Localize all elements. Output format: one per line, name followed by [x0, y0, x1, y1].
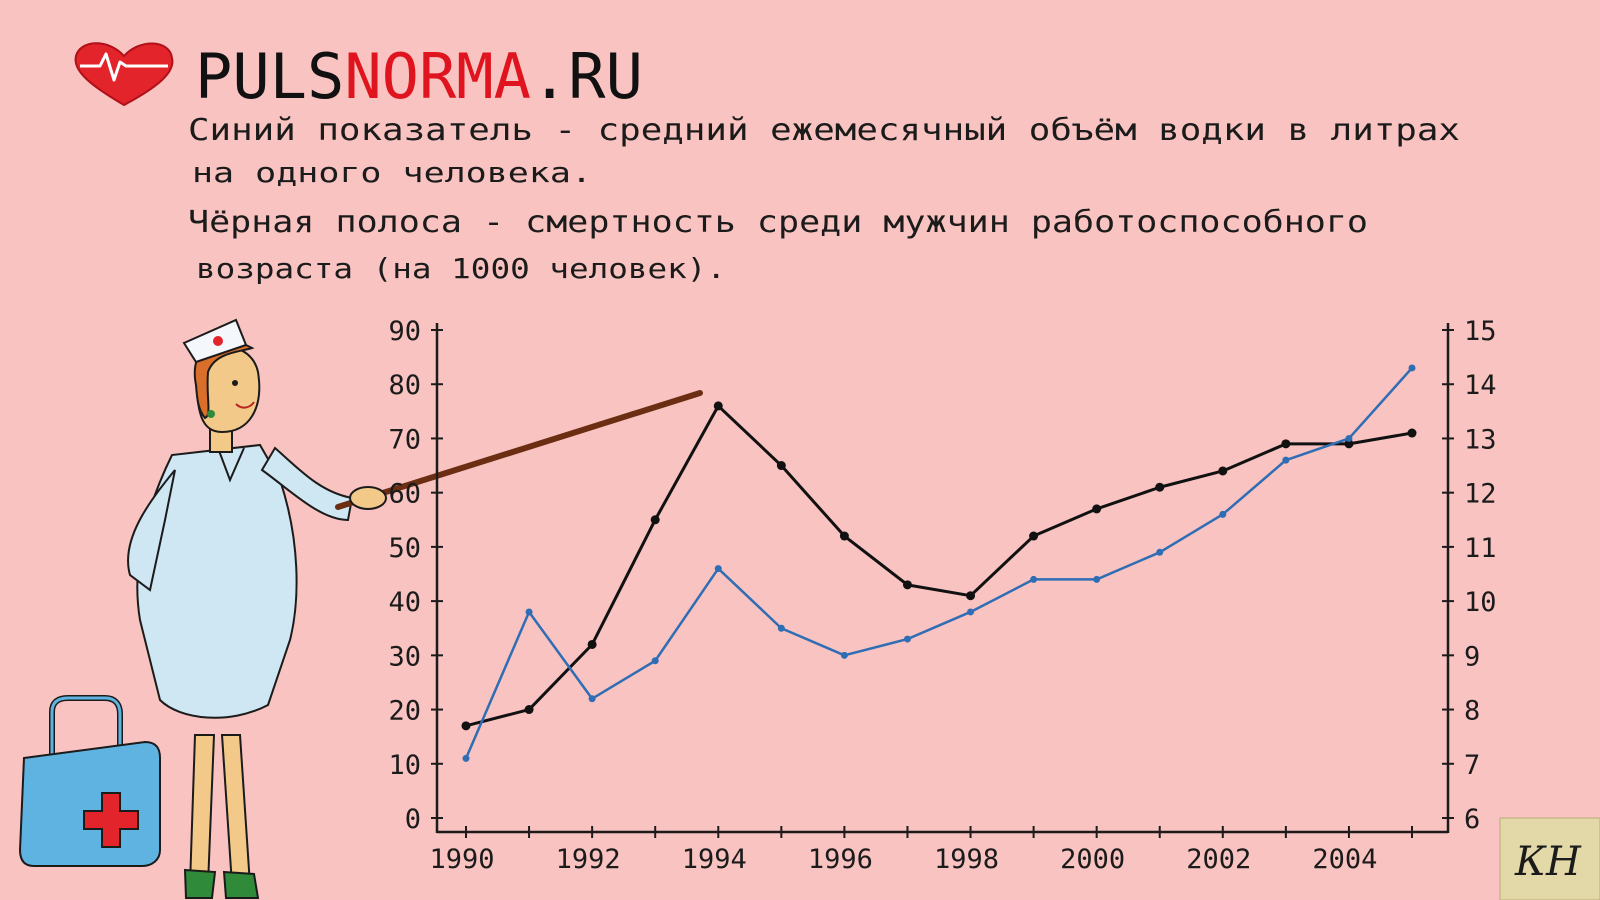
heart-icon [74, 42, 174, 107]
caption-line-2: на одного человека. [192, 156, 592, 189]
series-0-point [1344, 439, 1354, 449]
series-1-point [840, 651, 848, 659]
left-tick-label: 0 [405, 804, 421, 835]
x-tick-label: 1996 [808, 844, 873, 875]
left-tick-label: 10 [388, 750, 421, 781]
left-tick-label: 70 [388, 424, 421, 455]
chart: 0 10 20 30 40 50 60 70 80 90 6 7 8 9 10 11 12 13 14 15 199… [388, 316, 1496, 875]
series-1-point [462, 754, 470, 762]
series-0-point [524, 705, 534, 715]
series-0-point [587, 639, 597, 649]
series-1-point [967, 608, 975, 616]
left-tick-label: 60 [388, 479, 421, 510]
series-0-point [1218, 466, 1228, 476]
series-1-point [1408, 364, 1416, 372]
right-tick-label: 11 [1464, 533, 1497, 564]
series-1-point [1093, 575, 1101, 583]
x-tick-label: 2002 [1186, 844, 1251, 875]
x-tick-label: 2004 [1312, 844, 1377, 875]
caption-line-1: Синий показатель - средний ежемесячный о… [188, 113, 1460, 148]
series-0-point [650, 515, 660, 525]
brand-logo: PULSNORMA.RU [74, 40, 643, 113]
pulse-line-icon [80, 52, 168, 82]
x-tick-label: 1990 [429, 844, 494, 875]
left-tick-label: 40 [388, 587, 421, 618]
series-0-point [461, 721, 471, 731]
series-0-point [776, 461, 786, 471]
series-1-point [1030, 575, 1038, 583]
series-0-point [1092, 504, 1102, 514]
series-1-point [714, 565, 722, 573]
left-tick-label: 30 [388, 641, 421, 672]
brand-part-1: PULS [195, 40, 344, 113]
right-tick-label: 14 [1464, 370, 1497, 401]
series-line-1 [464, 367, 1413, 759]
right-tick-label: 8 [1464, 696, 1480, 727]
right-axis-ticks: 6 7 8 9 10 11 12 13 14 15 [1442, 316, 1497, 835]
signature: КН [1514, 839, 1582, 885]
x-tick-label: 1998 [934, 844, 999, 875]
right-tick-label: 13 [1464, 424, 1497, 455]
caption: Синий показатель - средний ежемесячный о… [188, 113, 1460, 285]
caption-line-4: возраста (на 1000 человек). [196, 252, 726, 285]
medical-bag-icon [18, 695, 161, 867]
series-line-0 [465, 404, 1413, 728]
series-1-point [1282, 456, 1290, 464]
left-tick-label: 50 [388, 533, 421, 564]
x-axis-ticks: 1990 1992 1994 1996 1998 2000 2002 2004 [429, 826, 1413, 875]
left-tick-label: 20 [388, 696, 421, 727]
left-tick-label: 90 [388, 316, 421, 347]
right-tick-label: 15 [1464, 316, 1497, 347]
series-1-point [1219, 510, 1227, 518]
signature-box: КН [1499, 817, 1600, 900]
series-1-point [777, 624, 785, 632]
series-0-point [966, 591, 976, 601]
right-tick-label: 10 [1464, 587, 1497, 618]
x-tick-label: 1994 [682, 844, 747, 875]
right-tick-label: 7 [1464, 750, 1480, 781]
series-layer [461, 364, 1417, 762]
series-1-point [1345, 434, 1353, 442]
series-1-point [588, 695, 596, 703]
right-tick-label: 9 [1464, 641, 1480, 672]
series-0-point [902, 580, 912, 590]
right-tick-label: 12 [1464, 479, 1497, 510]
series-0-point [713, 401, 723, 411]
caption-line-3: Чёрная полоса - смертность среди мужчин … [188, 205, 1368, 240]
series-1-point [525, 608, 533, 616]
series-0-point [1281, 439, 1291, 449]
series-0-point [1407, 428, 1417, 438]
series-1-point [1156, 548, 1164, 556]
series-0-point [839, 531, 849, 541]
right-tick-label: 6 [1464, 804, 1480, 835]
series-1-point [651, 657, 659, 665]
nurse-illustration [127, 318, 703, 899]
svg-text:PULSNORMA.RU: PULSNORMA.RU [195, 40, 643, 113]
brand-part-3: .RU [531, 40, 643, 113]
series-0-point [1155, 482, 1165, 492]
series-0-point [1029, 531, 1039, 541]
x-tick-label: 1992 [556, 844, 621, 875]
series-1-point [903, 635, 911, 643]
brand-part-2: NORMA [344, 40, 531, 113]
left-tick-label: 80 [388, 370, 421, 401]
pointer-stick [335, 390, 703, 510]
x-tick-label: 2000 [1060, 844, 1125, 875]
left-axis-ticks: 0 10 20 30 40 50 60 70 80 90 [388, 316, 443, 835]
